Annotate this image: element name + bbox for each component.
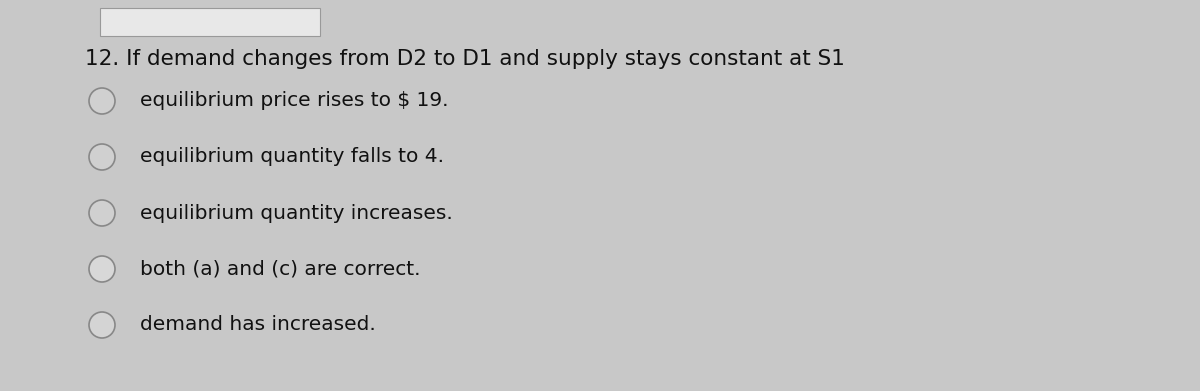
Text: 12. If demand changes from D2 to D1 and supply stays constant at S1: 12. If demand changes from D2 to D1 and … [85,49,845,69]
Ellipse shape [89,256,115,282]
Ellipse shape [89,200,115,226]
Text: both (a) and (c) are correct.: both (a) and (c) are correct. [140,260,420,278]
Text: equilibrium quantity falls to 4.: equilibrium quantity falls to 4. [140,147,444,167]
Text: demand has increased.: demand has increased. [140,316,376,334]
Text: equilibrium price rises to $ 19.: equilibrium price rises to $ 19. [140,91,449,111]
Ellipse shape [89,88,115,114]
Ellipse shape [89,144,115,170]
Text: equilibrium quantity increases.: equilibrium quantity increases. [140,203,452,222]
Ellipse shape [89,312,115,338]
FancyBboxPatch shape [100,8,320,36]
